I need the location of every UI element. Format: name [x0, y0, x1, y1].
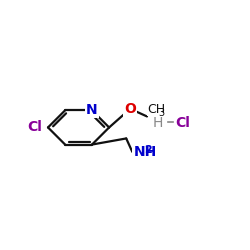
Text: NH: NH	[134, 145, 157, 159]
Text: 3: 3	[159, 108, 165, 118]
Text: 2: 2	[144, 145, 152, 155]
Text: Cl: Cl	[27, 120, 42, 134]
Text: O: O	[124, 102, 136, 116]
Text: H: H	[152, 116, 163, 130]
Text: Cl: Cl	[175, 116, 190, 130]
Text: N: N	[86, 103, 98, 117]
Text: CH: CH	[148, 103, 166, 116]
